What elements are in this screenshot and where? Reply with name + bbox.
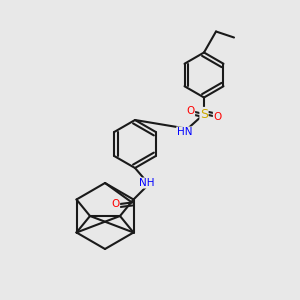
Text: S: S	[200, 107, 208, 121]
Text: O: O	[186, 106, 195, 116]
Text: NH: NH	[139, 178, 155, 188]
Text: O: O	[111, 199, 120, 209]
Text: O: O	[213, 112, 222, 122]
Text: HN: HN	[177, 127, 192, 137]
